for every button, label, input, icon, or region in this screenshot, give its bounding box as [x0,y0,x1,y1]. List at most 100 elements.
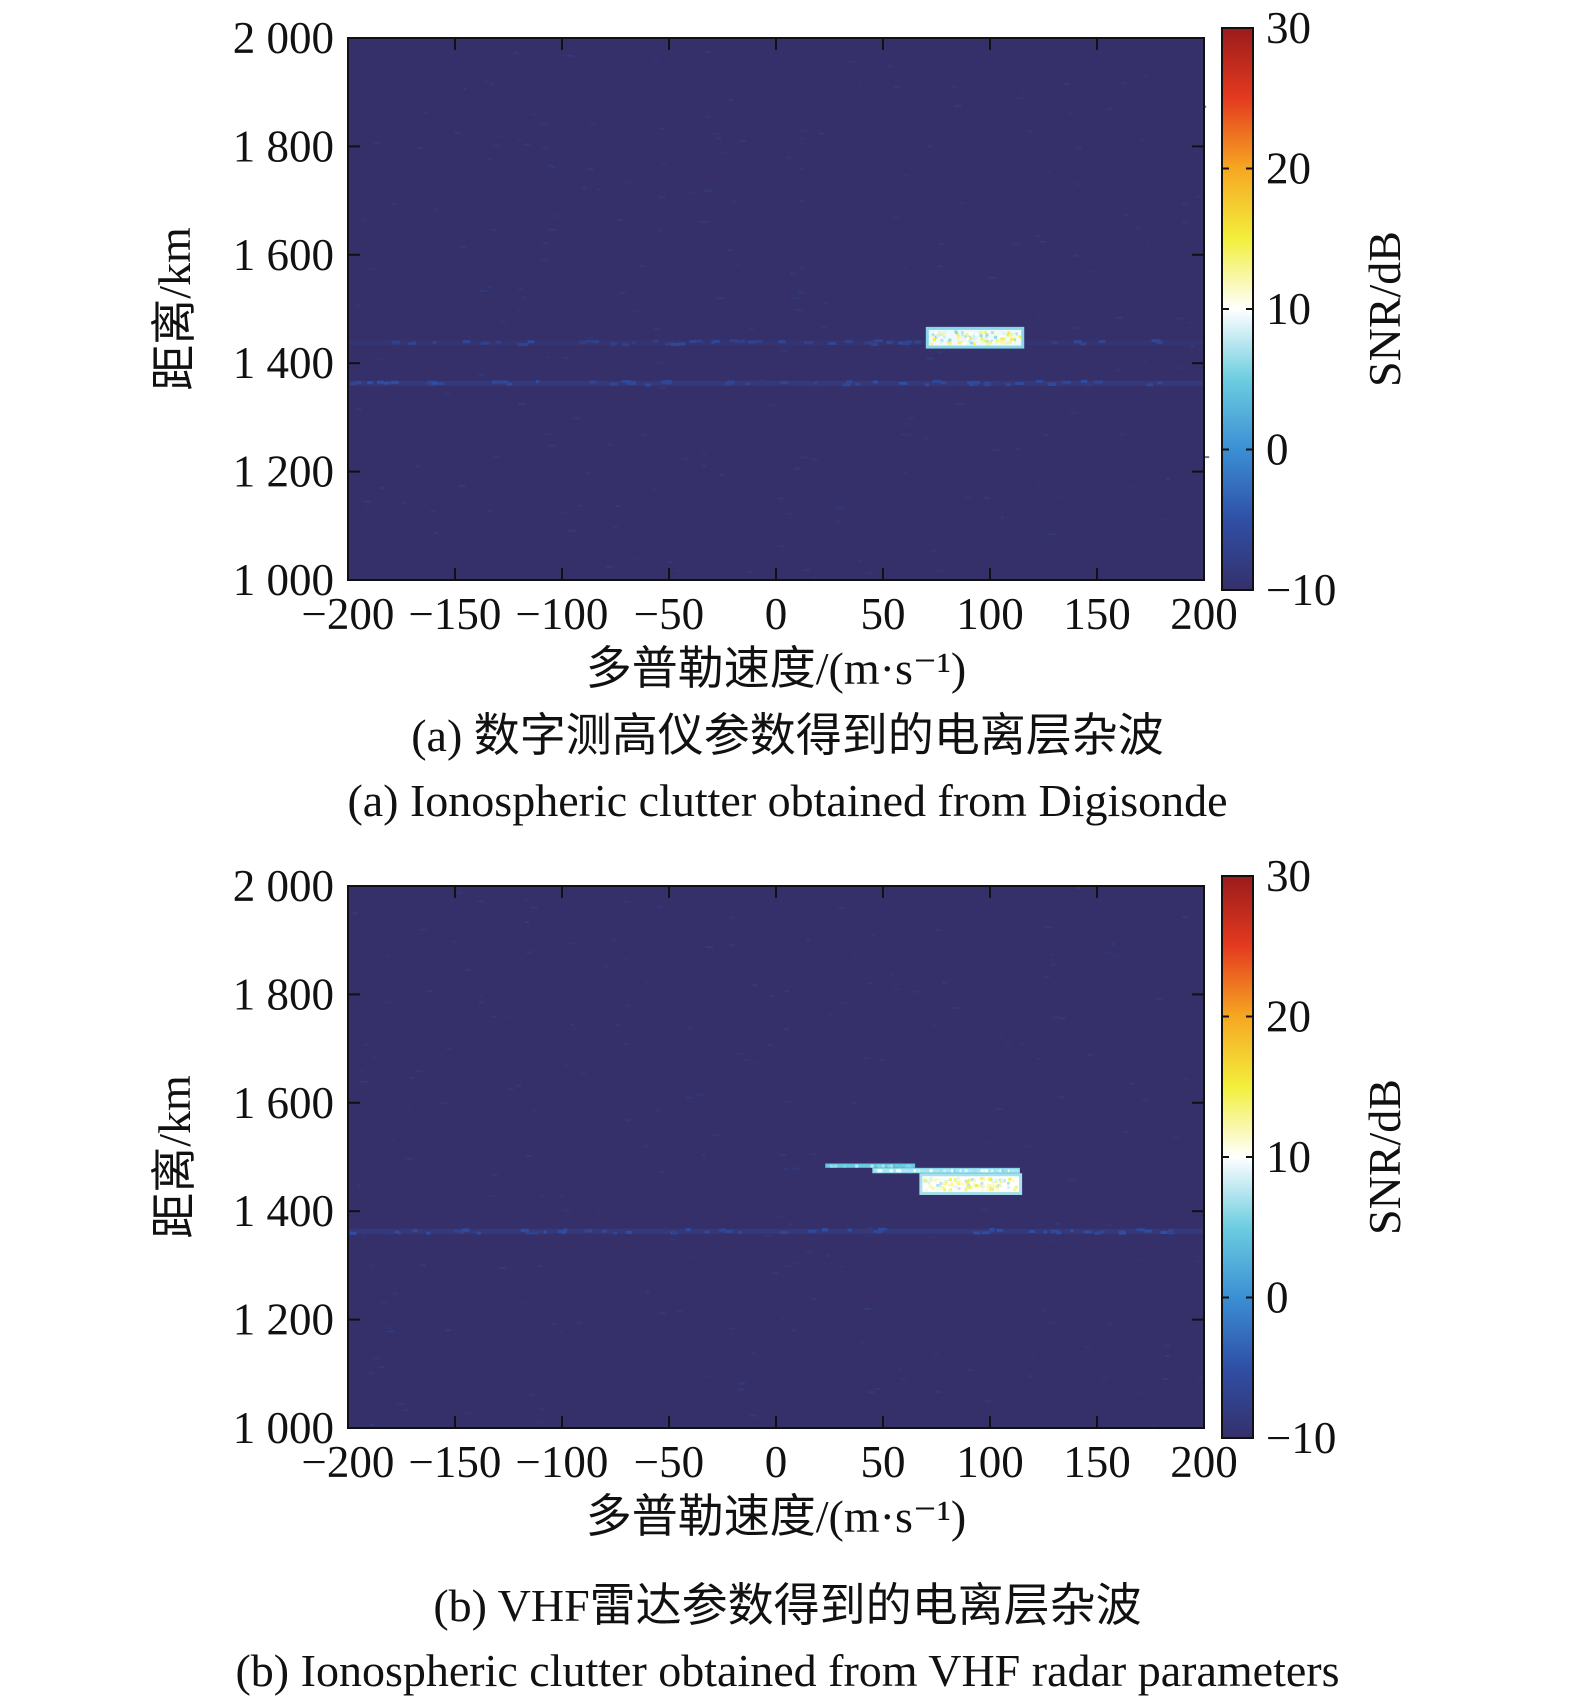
noise-speck [981,1208,989,1211]
noise-speck [392,203,397,206]
noise-speck [796,291,804,294]
noise-line-speck [391,340,401,344]
clutter-speck [963,1169,967,1173]
noise-speck [1141,1098,1150,1101]
noise-speck [622,958,628,961]
clutter-speck [936,1183,940,1187]
noise-speck [391,1138,396,1141]
noise-line-speck [622,343,629,347]
noise-speck [508,1088,514,1091]
noise-line-speck [973,380,980,384]
noise-speck [938,243,945,246]
noise-speck [689,353,693,356]
noise-speck [1161,518,1166,521]
noise-line-speck [525,1231,534,1235]
noise-line-speck [1043,1230,1048,1234]
noise-speck [701,1153,706,1156]
clutter-speck [939,1181,943,1185]
noise-line-speck [1062,380,1072,384]
noise-speck [613,526,618,529]
clutter-speck [980,337,984,341]
noise-line-speck [626,382,635,386]
noise-speck [521,1302,527,1305]
noise-speck [1043,975,1051,978]
noise-speck [988,276,996,279]
noise-speck [518,403,526,406]
noise-speck [540,259,549,262]
noise-line-speck [807,1229,817,1233]
noise-speck [1142,75,1148,78]
noise-speck [806,1250,812,1253]
clutter-speck [980,1184,984,1188]
clutter-speck [971,1178,975,1182]
noise-speck [515,1084,522,1087]
clutter-speck [925,1169,929,1173]
noise-speck [1193,146,1197,149]
noise-speck [791,296,799,299]
clutter-speck [1000,1180,1004,1184]
clutter-speck [939,1186,943,1190]
noise-speck [1085,385,1091,388]
noise-speck [658,196,667,199]
noise-speck [1116,369,1122,372]
clutter-speck [978,1169,982,1173]
x-tick-label: 100 [956,1437,1024,1487]
clutter-speck [1004,339,1008,343]
noise-speck [465,968,472,971]
noise-speck [572,417,580,420]
noise-speck [954,104,962,107]
clutter-speck [843,1164,847,1168]
y-tick-label: 1 800 [233,121,334,171]
clutter-speck [1008,1177,1012,1181]
noise-speck [540,1194,545,1197]
noise-speck [372,1356,379,1359]
clutter-speck [933,1181,937,1185]
noise-speck [866,1227,873,1230]
noise-speck [653,487,657,490]
noise-speck [1195,195,1202,198]
noise-speck [792,1167,800,1170]
noise-line-speck [924,383,930,387]
noise-line-speck [863,341,871,345]
y-axis-label: 距离/km [149,1075,200,1239]
noise-speck [867,1391,876,1394]
noise-speck [369,1264,376,1267]
clutter-speck [1014,1185,1018,1189]
clutter-speck [963,1179,967,1183]
noise-speck [357,1184,361,1187]
noise-line-speck [1099,1230,1105,1234]
clutter-speck [909,1169,913,1173]
noise-speck [702,452,707,455]
clutter-speck [930,335,934,339]
clutter-speck [958,341,962,345]
noise-speck [652,57,660,60]
noise-speck [424,111,429,114]
clutter-speck [984,335,988,339]
noise-line-speck [1028,1230,1036,1234]
noise-speck [728,1327,735,1330]
noise-line-speck [543,1230,547,1234]
noise-speck [514,51,519,54]
noise-speck [487,158,492,161]
noise-speck [857,559,862,562]
x-tick-label: 100 [956,589,1024,639]
noise-line-speck [1156,340,1163,344]
noise-line-speck [589,380,597,384]
clutter-speck [870,1164,874,1168]
noise-line-speck [397,1231,401,1235]
noise-speck [1028,1375,1033,1378]
noise-speck [492,144,500,147]
clutter-speck [930,342,934,346]
clutter-speck [957,1187,961,1191]
noise-line-speck [712,339,720,343]
noise-line-speck [461,1228,470,1232]
noise-line-speck [1156,381,1163,385]
clutter-speck [985,342,989,346]
clutter-speck [1000,340,1004,344]
noise-speck [890,973,894,976]
noise-speck [1027,130,1033,133]
clutter-speck [1001,1169,1005,1173]
clutter-speck [977,1181,981,1185]
noise-line-speck [803,341,813,345]
noise-speck [1012,243,1020,246]
